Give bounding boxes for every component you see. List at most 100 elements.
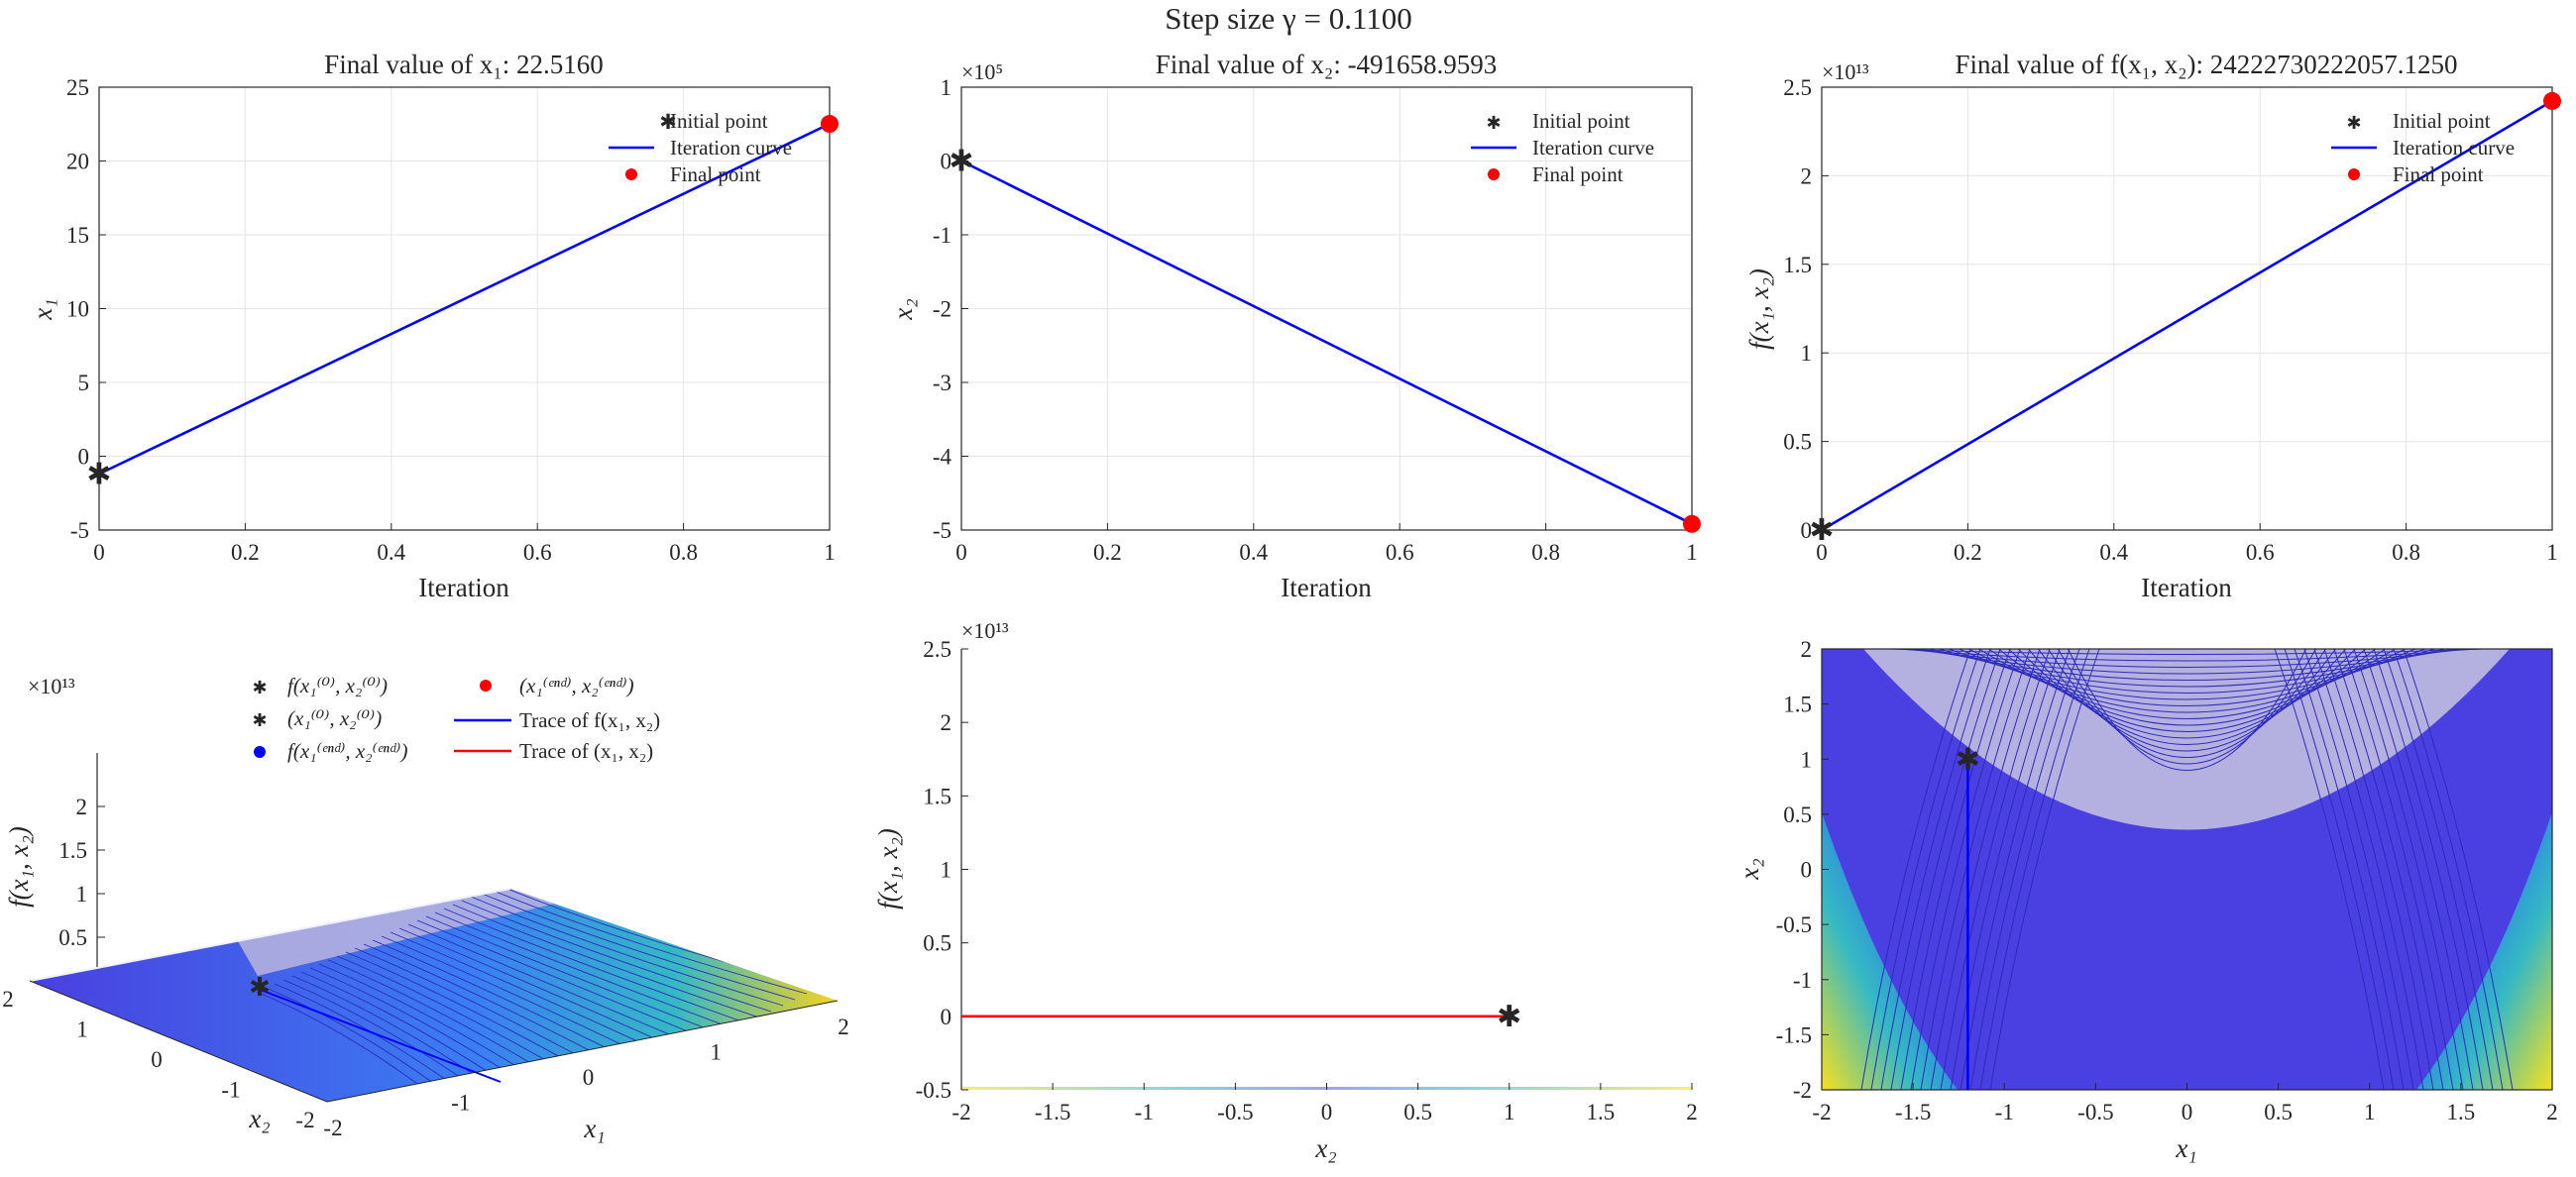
contour-line — [1979, 649, 2090, 1090]
surface-contour — [479, 892, 796, 1001]
y-tick-label: -1 — [1793, 968, 1812, 993]
x-tick-label: 0.5 — [1403, 1100, 1432, 1124]
subplot-title: Final value of f(x₁, x₂): 24222730222057… — [1955, 50, 2457, 79]
z-exponent: ×10¹³ — [28, 674, 75, 698]
y-tick-label: 25 — [66, 75, 89, 100]
x-axis-label: Iteration — [418, 573, 509, 602]
y-tick-label: -1 — [221, 1078, 240, 1103]
contour-line — [2323, 649, 2434, 1090]
y-exponent: ×10⁵ — [961, 59, 1003, 84]
start-point-marker: ✱ — [1956, 743, 1980, 776]
y-tick-label: 0 — [151, 1047, 163, 1072]
y-axis-label: x₂ — [1735, 858, 1764, 880]
contour-line — [1989, 649, 2100, 1090]
start-point-marker: ✱ — [1497, 1001, 1521, 1033]
legend: ✱ Initial point Iteration curve Final po… — [1471, 109, 1654, 186]
contour-line — [1741, 558, 2576, 649]
contour-line — [1880, 649, 1991, 1090]
contour-line — [2393, 649, 2504, 1090]
y-tick-label: 0.5 — [1783, 802, 1812, 827]
x-tick-label: -0.5 — [1217, 1100, 1253, 1124]
initial-point-marker: ✱ — [1809, 514, 1834, 547]
y-tick-label: 5 — [78, 371, 90, 395]
x-tick-label: -1 — [1995, 1100, 2014, 1124]
surface: ✱ — [29, 888, 838, 1102]
y-tick-label: 2 — [2, 987, 14, 1012]
y-exponent: ×10¹³ — [1822, 59, 1869, 84]
y-tick-label: 2 — [1801, 637, 1813, 662]
x-tick-label: 1 — [824, 540, 836, 565]
legend-final-marker — [2348, 168, 2360, 180]
x-tick-label: 1 — [711, 1040, 723, 1065]
y-tick-label: -2 — [1793, 1078, 1812, 1103]
contour-line — [2038, 649, 2336, 752]
contour-line — [2068, 649, 2306, 771]
surface-valley-fill — [238, 889, 555, 976]
surface-contour — [398, 927, 689, 1054]
legend-entry-trace-f: Trace of f(x₁, x₂) — [519, 708, 660, 732]
x-tick-label: 1.5 — [1587, 1100, 1616, 1124]
surface-contour — [274, 983, 522, 1102]
legend-entry-trace-x: Trace of (x₁, x₂) — [519, 739, 653, 763]
contour-line — [1811, 603, 2564, 650]
figure-title: Step size γ = 0.1100 — [1165, 1, 1412, 36]
contour-line — [2363, 649, 2474, 1090]
y-tick-label: 0.5 — [923, 931, 952, 956]
legend-marker-x0: ✱ — [252, 710, 267, 730]
contour-left-fill — [1822, 812, 1958, 1090]
x-tick-label: 1.5 — [2447, 1100, 2476, 1124]
x1-axis-line — [326, 1000, 839, 1103]
y-tick-label: 0.5 — [1783, 430, 1812, 455]
z-tick-label: 0.5 — [58, 925, 87, 950]
contour-line — [1890, 649, 2001, 1090]
x-axis-label: x₂ — [1314, 1133, 1336, 1163]
x-tick-label: 0.6 — [2246, 540, 2275, 565]
legend: ✱ Initial point Iteration curve Final po… — [2331, 109, 2515, 186]
x-tick-label: 2 — [838, 1015, 849, 1039]
x-tick-label: 0.6 — [523, 540, 552, 565]
surface-contour — [488, 889, 808, 995]
y-tick-label: -2 — [933, 297, 952, 322]
legend-entry-curve: Iteration curve — [2393, 136, 2515, 160]
x-tick-label: 1 — [1504, 1100, 1515, 1124]
y-tick-label: -5 — [70, 518, 89, 543]
contour-line — [1929, 649, 2445, 681]
y-axis-label: x₂ — [248, 1104, 270, 1133]
x-tick-label: 1 — [1686, 540, 1698, 565]
y-tick-label: 0 — [1801, 518, 1813, 543]
iteration-curve — [960, 160, 1693, 525]
y-tick-label: 2 — [1801, 163, 1813, 188]
trace-of-f — [257, 988, 502, 1083]
x-tick-label: 0 — [1816, 540, 1828, 565]
subplot-x2-history: 0 0.2 0.4 0.6 0.8 1 -5 -4 -3 -2 -1 0 1 ×10⁵ Final va… — [888, 50, 1701, 602]
x-tick-label: -1 — [451, 1091, 470, 1116]
surface-contour — [390, 931, 677, 1060]
z-tick-label: 1.5 — [58, 838, 87, 863]
x-tick-label: 0.8 — [669, 540, 698, 565]
surface-ridge — [29, 888, 511, 982]
contour-line — [1849, 649, 2524, 650]
x-tick-label: 0.4 — [2099, 540, 2128, 565]
y-tick-label: 15 — [66, 223, 89, 248]
contour-line — [1870, 649, 1981, 1090]
contour-line — [1860, 649, 1971, 1090]
y-tick-label: 0 — [941, 1005, 952, 1029]
contour-line — [2028, 649, 2346, 745]
subplot-contour: -2 -1.5 -1 -0.5 0 0.5 1 1.5 2 -2 -1.5 -1 -0.5 0 0.5 1 1.… — [1735, 558, 2576, 1163]
x-tick-label: 0 — [583, 1065, 595, 1090]
contour-line — [2403, 649, 2514, 1090]
x-tick-label: 0.5 — [2264, 1100, 2293, 1124]
legend: ✱ f(x₁⁽⁰⁾, x₂⁽⁰⁾) ✱ (x₁⁽⁰⁾, x₂⁽⁰⁾) f(x₁⁽… — [252, 674, 660, 763]
y-axis-label: x₁ — [28, 298, 57, 320]
x-tick-label: -1.5 — [1895, 1100, 1931, 1124]
y-tick-label: 1 — [941, 858, 952, 883]
x-axis-label: x₁ — [2175, 1133, 2196, 1163]
subplot-f-history: 0 0.2 0.4 0.6 0.8 1 0 0.5 1 1.5 2 2.5 ×10¹³ Final v… — [1744, 50, 2561, 602]
x-tick-label: 0.4 — [377, 540, 405, 565]
x-tick-label: -2 — [1812, 1100, 1831, 1124]
y-tick-label: -2 — [295, 1108, 314, 1132]
subplot-side-view: ×10¹³ -2 -1.5 -1 -0.5 0 0.5 1 1.5 2 -0.5 0 0.5 1 1.5 2… — [873, 618, 1698, 1163]
y-tick-label: 0 — [1801, 858, 1813, 883]
legend-entry-curve: Iteration curve — [1532, 136, 1654, 160]
x-tick-label: 0.8 — [2392, 540, 2420, 565]
